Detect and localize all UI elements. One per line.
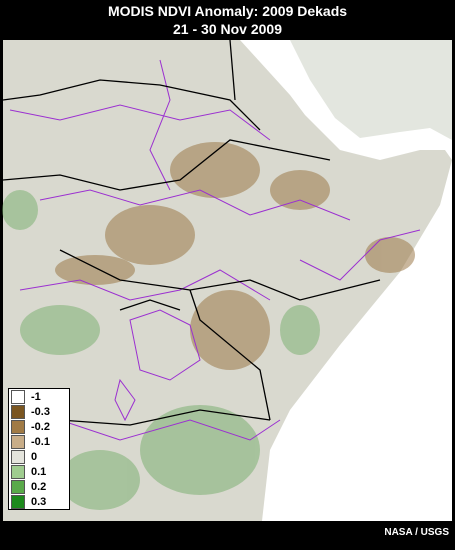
legend-item: -0.2: [9, 419, 69, 434]
legend-item: 0.3: [9, 494, 69, 509]
legend-swatch: [11, 494, 25, 509]
legend-item: -0.1: [9, 434, 69, 449]
map-title: MODIS NDVI Anomaly: 2009 Dekads: [107, 3, 348, 19]
credit: NASA / USGS: [384, 527, 449, 538]
legend-label: 0.3: [31, 495, 47, 508]
country-borders: [2, 39, 381, 426]
legend-swatch: [11, 464, 25, 479]
arabia: [290, 40, 452, 140]
map-subtitle: 21 - 30 Nov 2009: [173, 21, 282, 37]
legend-item: -0.3: [9, 404, 69, 419]
legend-item: 0.1: [9, 464, 69, 479]
dry-anomaly: [55, 142, 415, 370]
legend-swatch: [11, 434, 25, 449]
legend-label: 0: [31, 450, 38, 463]
legend-label: -0.2: [31, 420, 50, 433]
wet-anomaly: [2, 190, 320, 510]
legend-label: -1: [31, 390, 41, 403]
legend-swatch: [11, 404, 25, 419]
legend: -1 -0.3 -0.2 -0.1 0 0.1 0.2 0.3: [8, 388, 70, 510]
legend-label: 0.2: [31, 480, 47, 493]
legend-label: 0.1: [31, 465, 47, 478]
legend-swatch: [11, 479, 25, 494]
legend-swatch: [11, 419, 25, 434]
admin-borders: [9, 59, 421, 441]
legend-label: -0.1: [31, 435, 50, 448]
legend-swatch: [11, 389, 25, 404]
legend-swatch: [11, 449, 25, 464]
legend-label: -0.3: [31, 405, 50, 418]
legend-item: 0: [9, 449, 69, 464]
sea: [240, 40, 452, 521]
legend-item: 0.2: [9, 479, 69, 494]
legend-item: -1: [9, 389, 69, 404]
